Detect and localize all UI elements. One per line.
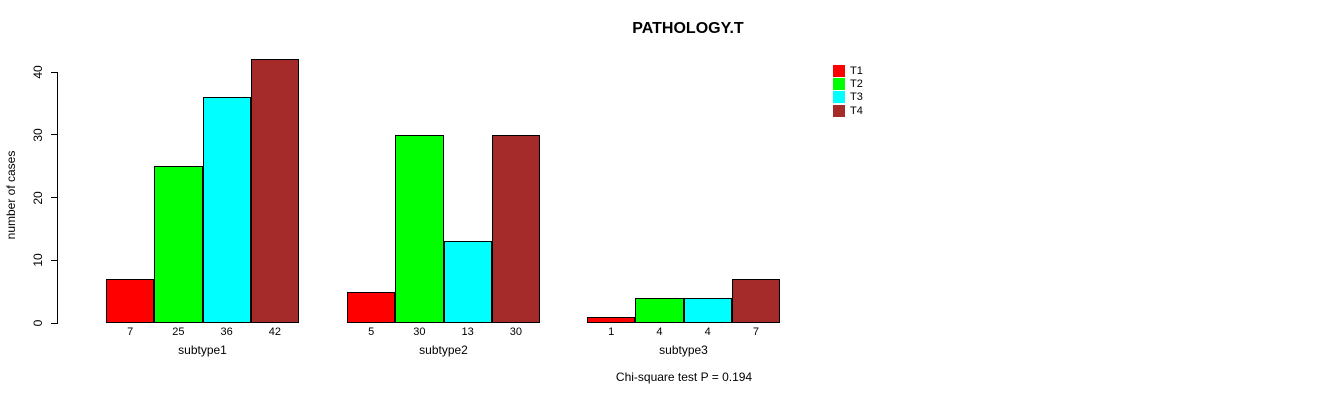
legend-item-label: T2: [850, 78, 863, 91]
chart-title: PATHOLOGY.T: [632, 20, 744, 37]
y-axis-tick-label: 30: [31, 128, 45, 142]
bar-subtype3-T2: [635, 297, 684, 323]
bar-value-label: 30: [413, 326, 426, 338]
legend-item-T3: T3: [833, 91, 863, 104]
legend-item-label: T4: [850, 104, 863, 117]
legend-swatch-icon: [833, 64, 845, 77]
bar-value-label: 5: [368, 326, 375, 338]
bar-value-label: 25: [172, 326, 185, 338]
y-axis-tick: [51, 322, 58, 324]
y-axis-tick: [51, 197, 58, 198]
bar-subtype1-T4: [250, 59, 299, 323]
category-label-subtype1: subtype1: [178, 343, 227, 357]
y-axis-tick-label: 40: [31, 65, 45, 79]
legend-swatch-icon: [833, 91, 845, 104]
bar-value-label: 7: [127, 326, 134, 338]
bar-subtype2-T4: [491, 134, 540, 323]
bar-subtype1-T3: [202, 97, 251, 323]
annotation-text: Chi-square test P = 0.194: [615, 370, 753, 384]
legend: T1 T2 T3 T4: [833, 64, 863, 118]
y-axis-tick-label: 0: [31, 319, 45, 327]
bar-value-label: 30: [509, 326, 522, 338]
bar-value-label: 1: [608, 326, 615, 338]
bar-value-label: 4: [656, 326, 663, 338]
bar-subtype2-T1: [347, 291, 396, 323]
legend-item-label: T1: [850, 64, 863, 77]
legend-item-T1: T1: [833, 64, 863, 77]
bar-value-label: 36: [220, 326, 233, 338]
category-label-subtype2: subtype2: [419, 343, 468, 357]
bar-value-label: 42: [268, 326, 281, 338]
legend-swatch-icon: [833, 78, 845, 91]
y-axis-tick-label: 10: [31, 253, 45, 267]
y-axis-tick-label: 20: [31, 190, 45, 205]
bar-subtype2-T2: [395, 134, 444, 323]
bar-value-label: 7: [752, 326, 759, 338]
y-axis-tick: [51, 259, 58, 261]
bar-subtype3-T1: [587, 316, 636, 323]
bar-subtype1-T1: [106, 279, 155, 323]
legend-item-T4: T4: [833, 104, 863, 117]
y-axis-tick: [51, 134, 58, 136]
bar-value-label: 13: [461, 326, 474, 338]
bar-value-label: 4: [704, 326, 711, 338]
y-axis-label: number of cases: [4, 150, 18, 240]
category-label-subtype3: subtype3: [659, 343, 708, 357]
legend-item-label: T3: [850, 91, 863, 104]
bar-subtype3-T3: [683, 297, 732, 323]
bar-subtype2-T3: [443, 241, 492, 323]
y-axis-tick: [51, 71, 58, 73]
bar-subtype3-T4: [731, 279, 780, 323]
bar-subtype1-T2: [154, 166, 203, 323]
legend-swatch-icon: [833, 104, 845, 117]
legend-item-T2: T2: [833, 77, 863, 91]
